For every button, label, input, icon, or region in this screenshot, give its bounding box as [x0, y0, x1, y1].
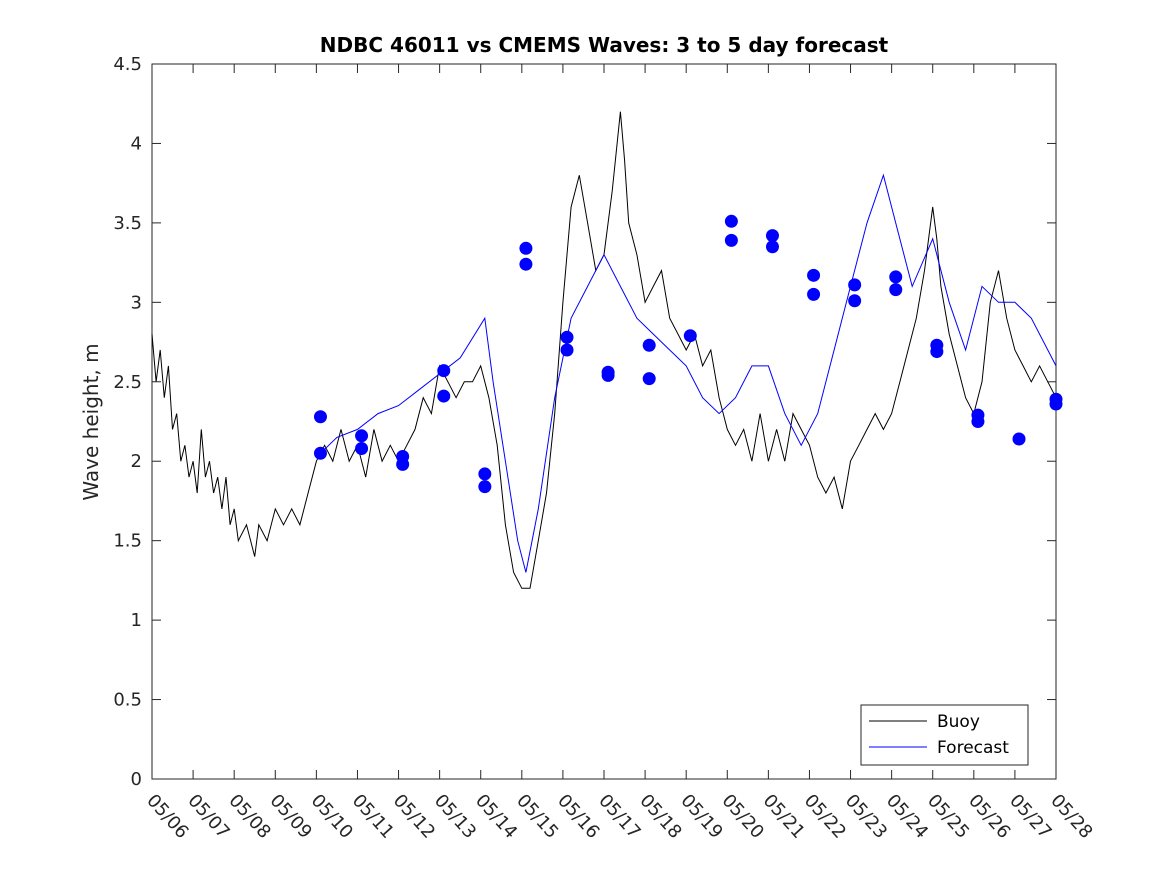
- y-tick-label: 2: [131, 451, 142, 472]
- x-tick-label: 05/10: [307, 790, 357, 843]
- y-tick-label: 4.5: [113, 54, 142, 75]
- plot-area: [151, 63, 1063, 780]
- x-tick-label: 05/16: [553, 790, 603, 843]
- forecast-marker: [848, 294, 862, 308]
- x-tick-label: 05/11: [348, 790, 398, 843]
- x-tick-label: 05/08: [224, 790, 274, 843]
- forecast-marker: [971, 415, 985, 428]
- x-tick-label: 05/13: [430, 790, 480, 843]
- forecast-marker: [642, 338, 656, 352]
- forecast-marker: [724, 233, 738, 247]
- forecast-marker: [519, 241, 533, 255]
- legend-label-forecast: Forecast: [937, 738, 1009, 758]
- forecast-marker: [560, 330, 574, 344]
- forecast-marker: [930, 345, 944, 359]
- series-line-forecast: [320, 173, 1057, 573]
- x-tick-label: 05/07: [183, 790, 233, 843]
- y-tick-label: 2.5: [113, 372, 142, 393]
- y-tick-label: 3.5: [113, 213, 142, 234]
- forecast-marker: [355, 429, 369, 443]
- x-tick-label: 05/20: [718, 790, 768, 843]
- x-tick-label: 05/21: [759, 790, 809, 843]
- forecast-marker: [478, 480, 492, 494]
- chart-title: NDBC 46011 vs CMEMS Waves: 3 to 5 day fo…: [320, 33, 889, 57]
- x-tick-label: 05/06: [142, 790, 192, 843]
- y-tick-label: 1.5: [113, 531, 142, 552]
- forecast-marker: [1012, 432, 1026, 446]
- forecast-marker: [313, 446, 327, 460]
- forecast-marker: [313, 410, 327, 424]
- x-tick-label: 05/15: [512, 790, 562, 843]
- forecast-marker: [560, 343, 574, 357]
- forecast-marker: [601, 368, 615, 382]
- forecast-marker: [355, 442, 369, 456]
- legend-box: [860, 704, 1029, 766]
- forecast-marker: [724, 214, 738, 228]
- forecast-marker: [889, 270, 903, 284]
- forecast-marker: [807, 268, 821, 282]
- legend-label-buoy: Buoy: [937, 712, 980, 732]
- forecast-marker: [848, 278, 862, 292]
- forecast-marker: [642, 372, 656, 386]
- y-tick-label: 0: [131, 769, 142, 790]
- x-tick-label: 05/17: [594, 790, 644, 843]
- x-tick-label: 05/19: [676, 790, 726, 843]
- forecast-marker: [683, 329, 697, 343]
- forecast-marker: [519, 257, 533, 271]
- y-tick-label: 0.5: [113, 690, 142, 711]
- y-tick-label: 4: [131, 133, 142, 154]
- x-tick-label: 05/26: [964, 790, 1014, 843]
- x-tick-label: 05/27: [1005, 790, 1055, 843]
- x-tick-label: 05/22: [800, 790, 850, 843]
- forecast-marker: [889, 283, 903, 297]
- forecast-marker: [765, 229, 779, 243]
- forecast-marker: [765, 240, 779, 254]
- forecast-marker: [437, 364, 451, 378]
- y-axis-label: Wave height, m: [79, 343, 103, 500]
- x-tick-label: 05/12: [389, 790, 439, 843]
- forecast-marker: [437, 389, 451, 403]
- x-tick-label: 05/18: [635, 790, 685, 843]
- forecast-marker: [396, 457, 410, 471]
- y-tick-label: 1: [131, 610, 142, 631]
- x-tick-label: 05/25: [923, 790, 973, 843]
- legend: Buoy Forecast: [860, 704, 1029, 766]
- x-tick-label: 05/28: [1046, 790, 1096, 843]
- x-tick-label: 05/23: [841, 790, 891, 843]
- forecast-marker: [1049, 397, 1063, 411]
- series-line-buoy: [151, 111, 1057, 589]
- x-tick-label: 05/09: [266, 790, 316, 843]
- y-tick-label: 3: [131, 292, 142, 313]
- forecast-marker: [807, 287, 821, 301]
- plot-frame: [151, 63, 1057, 780]
- x-tick-label: 05/14: [471, 790, 521, 843]
- y-axis: 0 0.5 1 1.5 2 2.5 3 3.5 4 4.5: [113, 54, 1056, 790]
- x-tick-label: 05/24: [882, 790, 932, 843]
- forecast-marker: [478, 467, 492, 481]
